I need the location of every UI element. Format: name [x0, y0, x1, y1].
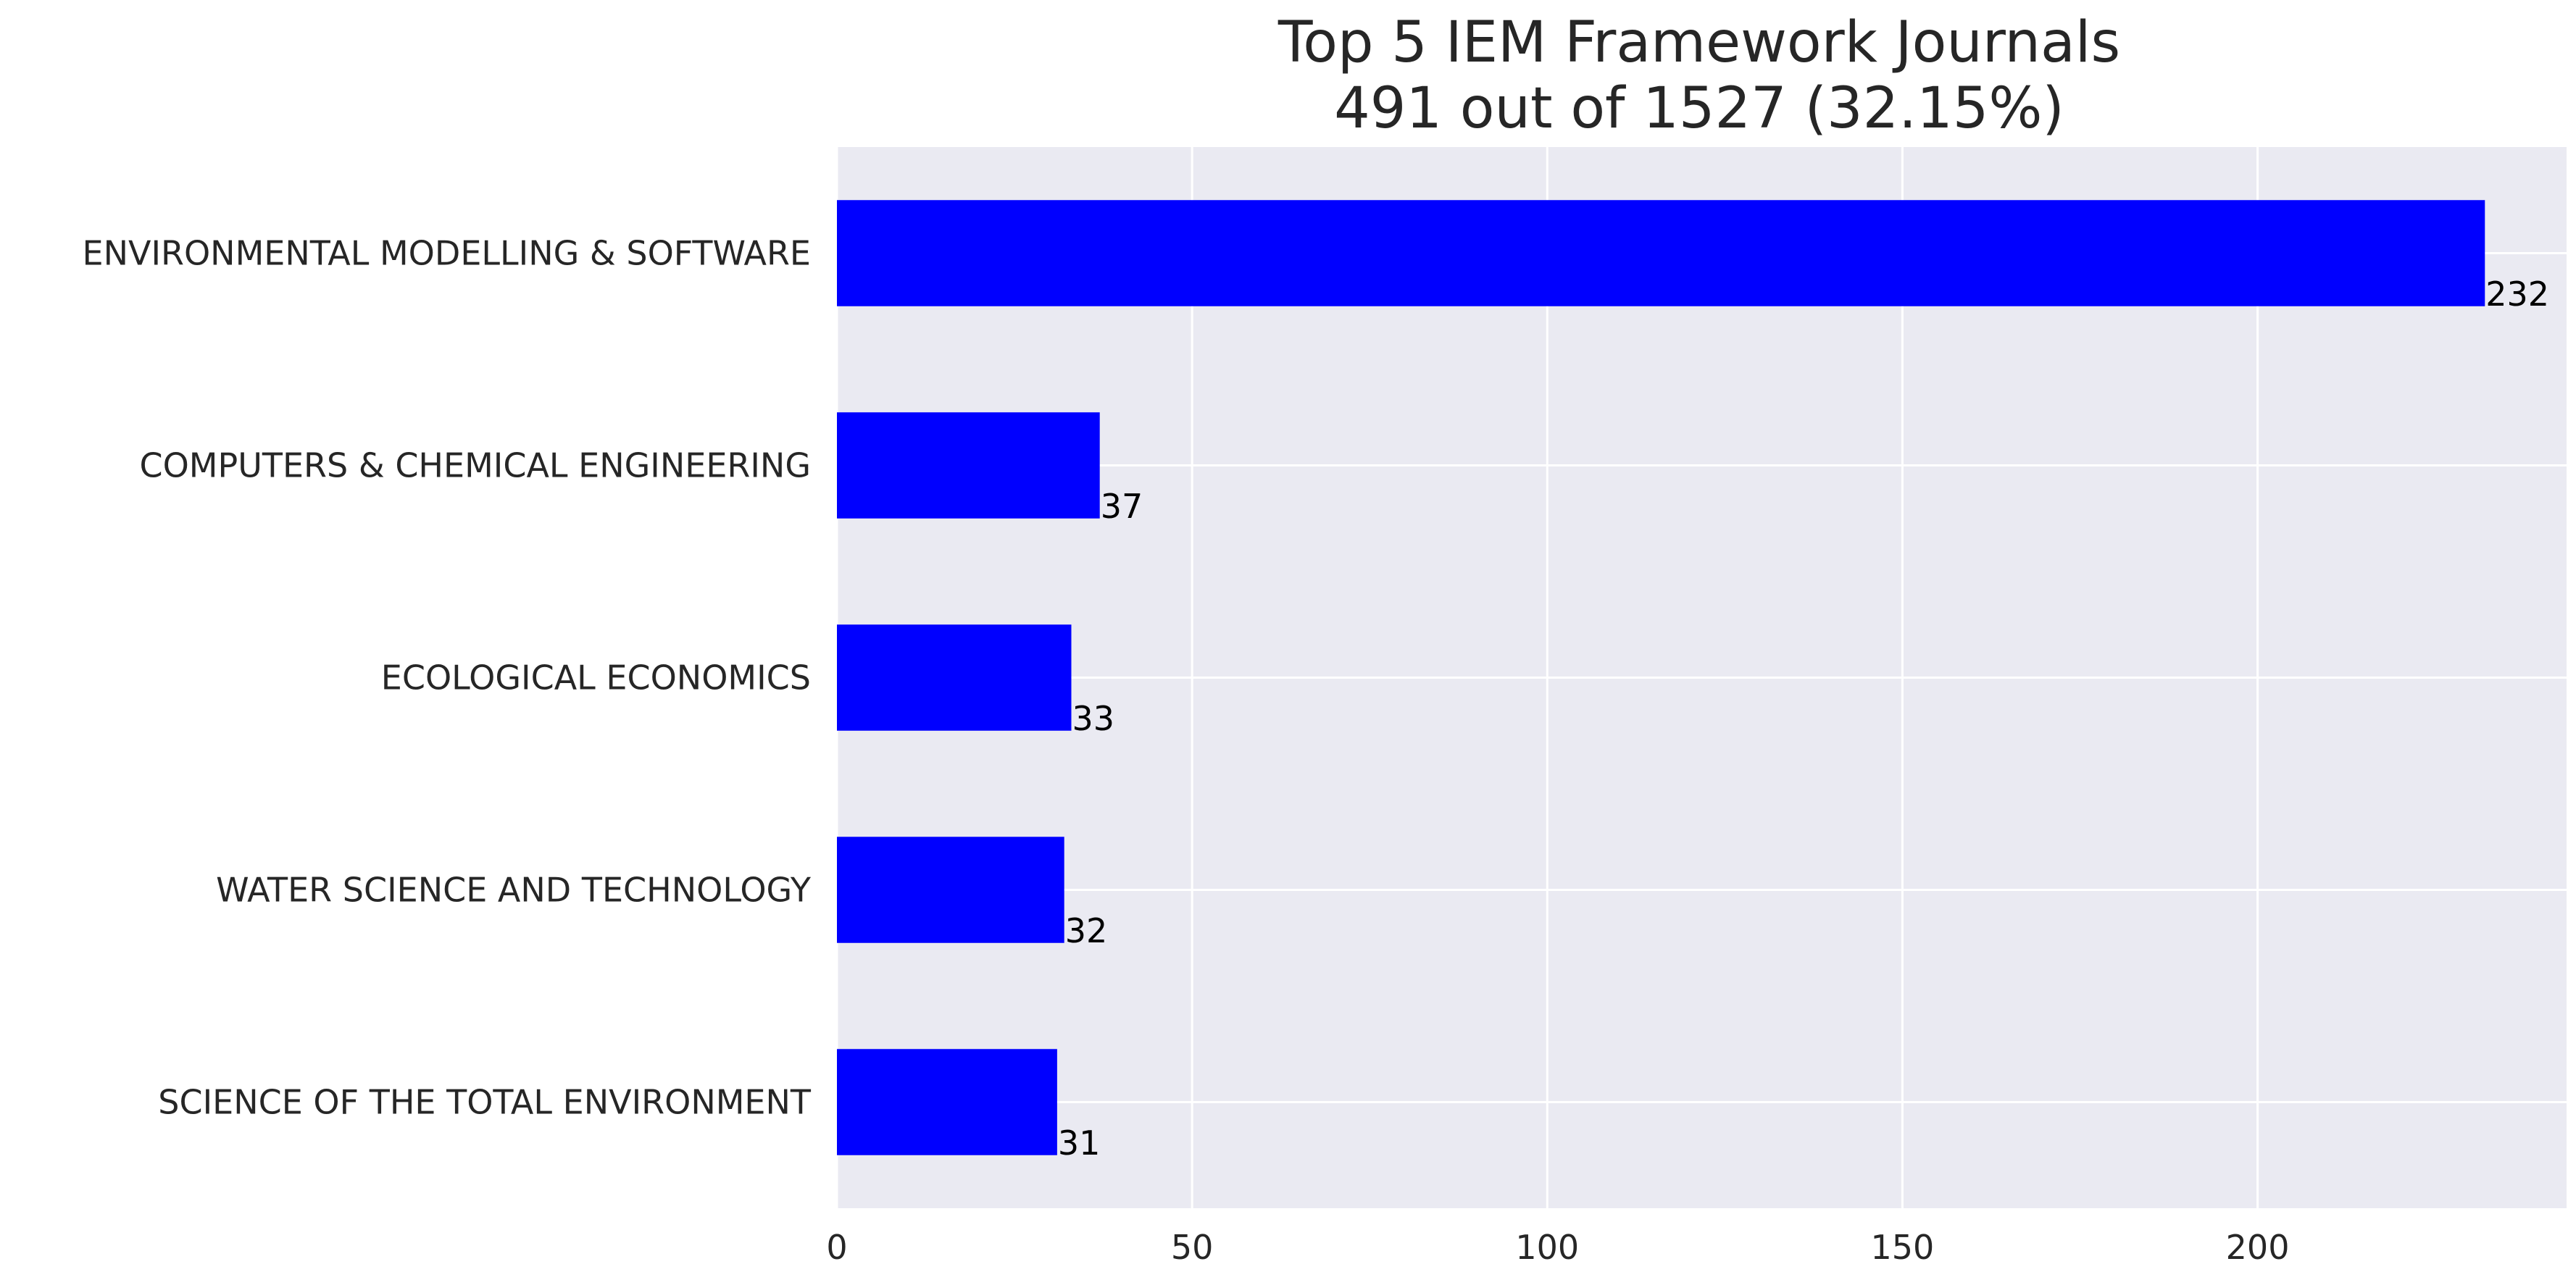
- bars: [837, 200, 2485, 1155]
- data-label-1: 37: [1101, 487, 1143, 526]
- bar-1: [837, 412, 1100, 519]
- bar-2: [837, 624, 1072, 731]
- bar-0: [837, 200, 2485, 306]
- data-label-3: 32: [1065, 911, 1108, 950]
- x-tick-label-3: 150: [1871, 1228, 1935, 1267]
- data-label-0: 232: [2485, 275, 2549, 314]
- category-labels: ENVIRONMENTAL MODELLING & SOFTWARE COMPUT…: [83, 234, 812, 1122]
- category-label-0: ENVIRONMENTAL MODELLING & SOFTWARE: [83, 234, 812, 273]
- data-label-2: 33: [1072, 699, 1114, 738]
- x-tick-label-0: 0: [826, 1228, 847, 1267]
- x-tick-label-4: 200: [2226, 1228, 2290, 1267]
- category-label-3: WATER SCIENCE AND TECHNOLOGY: [216, 871, 812, 910]
- x-tick-label-1: 50: [1171, 1228, 1214, 1267]
- x-tick-labels: 0 50 100 150 200: [826, 1228, 2289, 1267]
- category-label-2: ECOLOGICAL ECONOMICS: [381, 658, 811, 698]
- data-labels: 232 37 33 32 31: [1058, 275, 2549, 1163]
- category-label-4: SCIENCE OF THE TOTAL ENVIRONMENT: [158, 1083, 812, 1122]
- chart-title-line-2: 491 out of 1527 (32.15%): [1334, 76, 2064, 141]
- bar-4: [837, 1049, 1057, 1155]
- bar-3: [837, 837, 1064, 943]
- category-label-1: COMPUTERS & CHEMICAL ENGINEERING: [139, 446, 811, 485]
- data-label-4: 31: [1058, 1123, 1101, 1163]
- chart-title-line-1: Top 5 IEM Framework Journals: [1277, 10, 2120, 75]
- x-tick-label-2: 100: [1515, 1228, 1579, 1267]
